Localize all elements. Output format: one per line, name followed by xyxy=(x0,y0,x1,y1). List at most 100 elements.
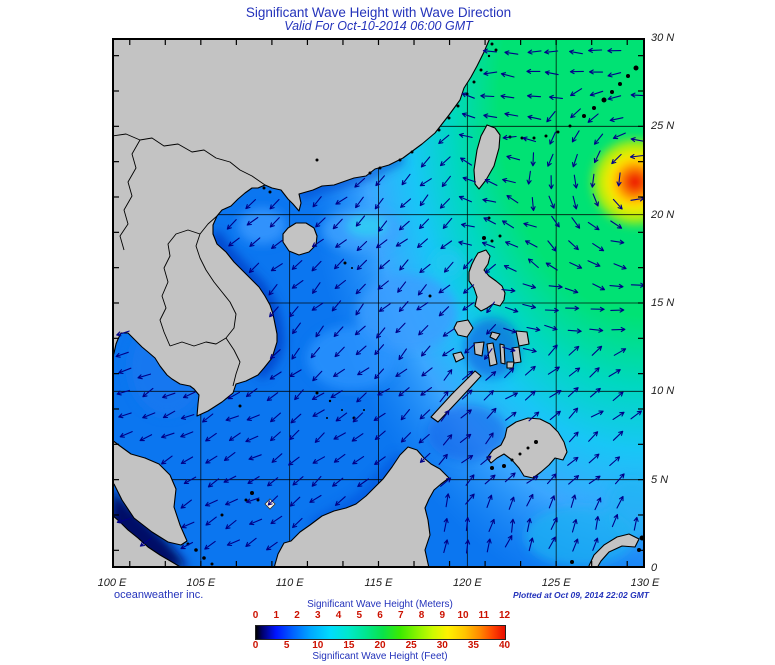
wave-arrow xyxy=(547,366,560,375)
wave-arrow xyxy=(333,453,346,463)
wave-arrow xyxy=(571,518,578,533)
wave-arrow xyxy=(418,325,429,336)
ocean-layer xyxy=(113,39,644,567)
wave-arrow xyxy=(442,434,453,446)
wave-arrow xyxy=(139,434,153,442)
islet xyxy=(472,80,476,84)
wave-arrow xyxy=(607,48,622,54)
islet xyxy=(256,498,260,502)
wave-arrow xyxy=(502,177,516,184)
colorbar-feet-tick-30: 30 xyxy=(436,640,448,651)
wave-arrow xyxy=(419,452,431,463)
wave-arrow xyxy=(486,301,495,314)
wave-arrow xyxy=(461,112,476,119)
islet xyxy=(315,158,319,162)
wave-arrow xyxy=(546,473,557,485)
wave-arrow xyxy=(204,499,218,507)
islet xyxy=(502,464,506,468)
wave-arrow xyxy=(374,344,385,356)
wave-arrow xyxy=(462,176,476,183)
wave-arrow xyxy=(458,195,472,203)
islet xyxy=(437,128,441,132)
wave-arrow xyxy=(504,50,519,56)
wave-arrow xyxy=(482,48,497,54)
wave-arrow xyxy=(378,303,391,312)
islet xyxy=(202,556,206,560)
islet xyxy=(534,440,538,444)
wave-arrow xyxy=(442,348,455,357)
wave-arrow xyxy=(610,220,623,229)
wave-arrow xyxy=(420,387,433,396)
wave-arrow xyxy=(505,392,518,400)
wave-arrow xyxy=(335,412,348,422)
colorbar-meters-label: Significant Wave Height (Meters) xyxy=(307,599,453,610)
wave-arrow xyxy=(570,88,583,97)
wave-arrow xyxy=(356,392,367,403)
islet xyxy=(610,90,614,94)
wave-arrow xyxy=(522,283,537,290)
islet xyxy=(268,190,272,194)
islet xyxy=(244,498,248,502)
wave-arrow xyxy=(549,131,556,145)
wave-arrow xyxy=(611,514,619,528)
wave-arrow xyxy=(528,537,534,552)
wave-arrow xyxy=(548,536,556,549)
colorbar-meter-tick-9: 9 xyxy=(439,610,446,621)
wave-arrow xyxy=(501,220,515,229)
wave-arrow xyxy=(570,108,581,119)
title-block: Significant Wave Height with Wave Direct… xyxy=(112,6,645,33)
country-border-cambodia-vietnam xyxy=(225,337,241,387)
islet xyxy=(570,560,574,564)
wave-arrow xyxy=(294,389,304,401)
wave-arrow xyxy=(592,537,599,551)
wave-arrow xyxy=(569,69,584,75)
wave-arrow xyxy=(571,217,581,229)
wave-arrow xyxy=(590,173,596,188)
wave-arrow xyxy=(589,90,604,97)
islet xyxy=(210,562,214,566)
country-border-laos-thailand xyxy=(159,229,201,347)
wave-arrow xyxy=(549,410,561,421)
wave-arrow xyxy=(523,222,537,228)
storm-wave-maximum xyxy=(593,140,644,224)
wave-arrow xyxy=(483,70,498,76)
page-title: Significant Wave Height with Wave Direct… xyxy=(245,5,512,20)
wave-arrow xyxy=(315,217,326,228)
islet xyxy=(568,124,572,128)
wave-arrow xyxy=(419,263,431,274)
colorbar-meter-tick-8: 8 xyxy=(418,610,425,621)
wave-arrow xyxy=(526,68,541,74)
wave-arrow xyxy=(439,198,451,209)
wave-arrow xyxy=(162,392,176,399)
wave-arrow xyxy=(377,388,390,396)
wave-arrow xyxy=(334,279,346,290)
wave-arrow xyxy=(374,368,385,380)
wave-arrow xyxy=(139,537,152,547)
wave-arrow xyxy=(438,284,451,294)
wave-arrow xyxy=(483,390,494,401)
wave-arrow xyxy=(465,474,475,486)
colorbar xyxy=(255,625,506,640)
islet xyxy=(363,409,365,411)
wave-arrow xyxy=(271,240,283,249)
wave-arrow xyxy=(312,409,325,417)
wave-arrow xyxy=(442,217,453,229)
wave-arrow xyxy=(633,516,639,531)
wave-arrow xyxy=(417,238,428,249)
wave-arrow xyxy=(500,72,515,78)
wave-arrow xyxy=(161,432,175,439)
wave-arrow xyxy=(609,117,624,123)
small-islands xyxy=(186,42,644,566)
wave-arrow xyxy=(419,409,431,420)
wave-arrow xyxy=(526,93,542,99)
wave-arrow xyxy=(505,411,517,421)
wave-arrow xyxy=(205,516,217,526)
colorbar-feet-tick-0: 0 xyxy=(252,640,259,651)
wave-arrow xyxy=(292,322,301,335)
wave-arrow xyxy=(291,280,304,289)
wave-arrow xyxy=(333,432,346,440)
wave-arrow xyxy=(458,240,472,246)
islet xyxy=(482,236,486,240)
wave-arrow xyxy=(399,259,409,271)
